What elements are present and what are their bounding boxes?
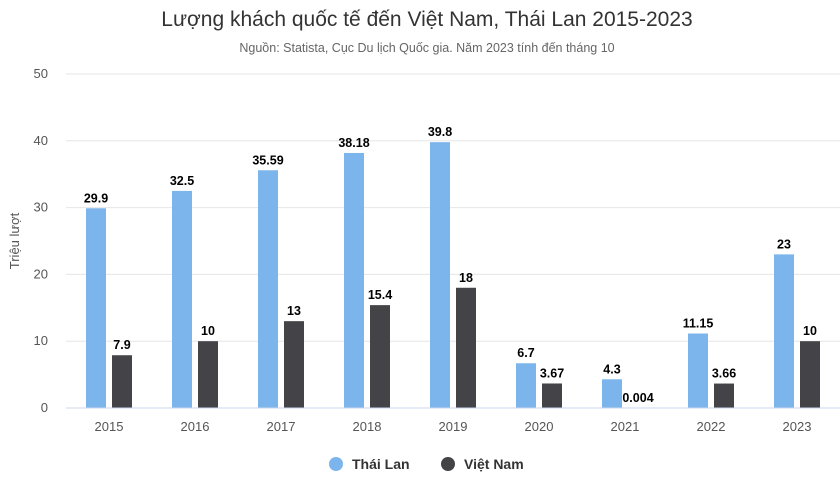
legend-item-label[interactable]: Thái Lan [352, 456, 410, 472]
x-tick-label: 2020 [525, 419, 554, 434]
bar-viet-nam [456, 288, 476, 408]
y-tick-label: 30 [34, 200, 48, 215]
bar-thai-lan [86, 208, 106, 408]
data-label: 7.9 [113, 338, 130, 352]
x-tick-label: 2015 [95, 419, 124, 434]
bar-thai-lan [430, 142, 450, 408]
data-label: 3.67 [540, 366, 564, 380]
data-label: 4.3 [603, 362, 620, 376]
bar-thai-lan [516, 363, 536, 408]
chart-title: Lượng khách quốc tế đến Việt Nam, Thái L… [161, 8, 692, 31]
chart-subtitle: Nguồn: Statista, Cục Du lịch Quốc gia. N… [239, 41, 614, 55]
legend-marker [329, 457, 343, 471]
x-tick-label: 2022 [697, 419, 726, 434]
data-label: 10 [201, 324, 215, 338]
y-tick-label: 10 [34, 333, 48, 348]
x-tick-label: 2023 [783, 419, 812, 434]
x-tick-label: 2016 [181, 419, 210, 434]
y-axis-label: Triệu lượt [7, 212, 22, 269]
x-tick-label: 2017 [267, 419, 296, 434]
bar-viet-nam [370, 305, 390, 408]
bar-thai-lan [344, 153, 364, 408]
data-label: 23 [777, 237, 791, 251]
data-label: 13 [287, 304, 301, 318]
x-tick-label: 2018 [353, 419, 382, 434]
bar-thai-lan [774, 254, 794, 408]
y-tick-label: 40 [34, 133, 48, 148]
data-label: 35.59 [252, 153, 283, 167]
bar-thai-lan [172, 191, 192, 408]
bar-thai-lan [688, 334, 708, 408]
bar-viet-nam [542, 383, 562, 408]
x-axis-ticks: 2015 2016 2017 2018 2019 2020 2021 2022 2023 [95, 419, 812, 434]
x-tick-label: 2019 [439, 419, 468, 434]
data-label: 10 [803, 324, 817, 338]
data-label: 11.15 [683, 317, 714, 331]
legend-item-label[interactable]: Việt Nam [464, 456, 524, 472]
legend: Thái Lan Việt Nam [329, 456, 524, 472]
data-label: 6.7 [517, 346, 534, 360]
data-label: 15.4 [368, 288, 392, 302]
y-tick-label: 50 [34, 66, 48, 81]
bar-thai-lan [602, 379, 622, 408]
data-label: 29.9 [84, 191, 108, 205]
bar-viet-nam [198, 341, 218, 408]
bar-viet-nam [714, 384, 734, 408]
data-label: 38.18 [338, 136, 369, 150]
data-label: 32.5 [170, 174, 194, 188]
y-axis-ticks: 0 10 20 30 40 50 [34, 66, 48, 415]
x-tick-label: 2021 [611, 419, 640, 434]
data-label: 0.004 [622, 391, 653, 405]
data-label: 39.8 [428, 125, 452, 139]
bar-viet-nam [284, 321, 304, 408]
bars [86, 142, 820, 408]
data-label: 18 [459, 271, 473, 285]
data-label: 3.66 [712, 367, 736, 381]
y-tick-label: 20 [34, 266, 48, 281]
y-tick-label: 0 [41, 400, 48, 415]
bar-viet-nam [800, 341, 820, 408]
bar-viet-nam [112, 355, 132, 408]
bar-thai-lan [258, 170, 278, 408]
legend-marker [441, 457, 455, 471]
